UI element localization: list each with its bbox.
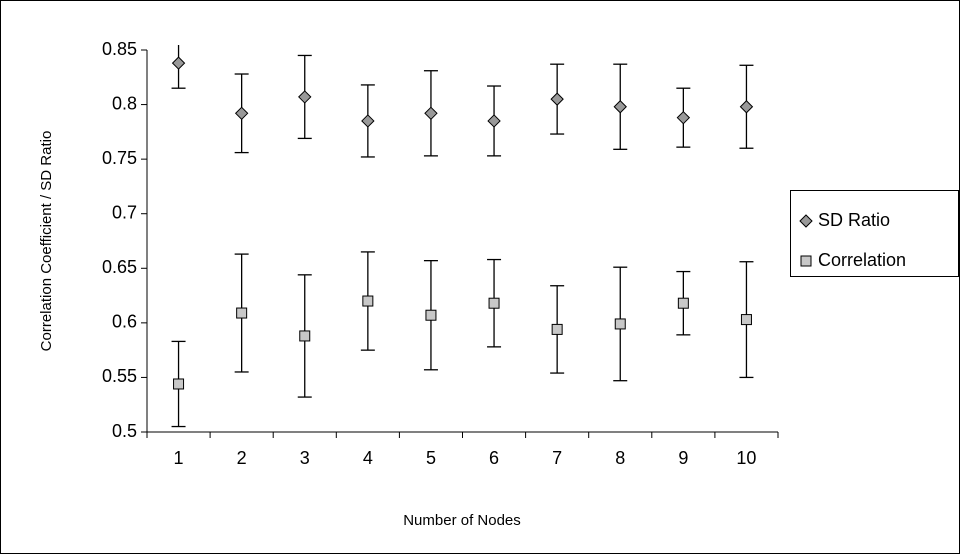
square-marker [425, 309, 437, 321]
x-tick-label: 9 [678, 448, 688, 468]
square-marker [236, 307, 248, 319]
square-marker [488, 297, 500, 309]
diamond-marker [361, 114, 375, 128]
x-tick-label: 5 [426, 448, 436, 468]
diamond-marker [234, 106, 249, 121]
diamond-marker [298, 90, 312, 104]
x-axis-label: Number of Nodes [403, 512, 521, 529]
legend-label: Correlation [818, 250, 906, 270]
square-marker [299, 330, 311, 342]
square-marker [740, 314, 752, 326]
x-tick-label: 4 [363, 448, 373, 468]
legend-marker [799, 214, 813, 228]
diamond-marker [739, 100, 754, 114]
x-tick-label: 10 [736, 448, 756, 468]
square-marker [677, 297, 689, 309]
legend-marker [800, 255, 812, 267]
y-tick-label: 0.55 [102, 366, 137, 386]
x-tick-label: 2 [237, 448, 247, 468]
diamond-marker [487, 114, 501, 128]
diamond-marker [171, 56, 186, 70]
square-marker [173, 378, 185, 390]
y-tick-label: 0.5 [112, 421, 137, 441]
y-tick-label: 0.65 [102, 257, 137, 277]
diamond-marker [550, 92, 564, 106]
square-marker [614, 318, 626, 330]
y-tick-label: 0.7 [112, 202, 137, 222]
x-tick-label: 7 [552, 448, 562, 468]
square-marker [551, 323, 563, 335]
diamond-marker [613, 100, 627, 114]
legend-label: SD Ratio [818, 210, 890, 230]
y-tick-label: 0.75 [102, 148, 137, 168]
x-tick-label: 8 [615, 448, 625, 468]
x-tick-label: 3 [300, 448, 310, 468]
plot [171, 45, 754, 428]
x-tick-label: 6 [489, 448, 499, 468]
x-tick-label: 1 [174, 448, 184, 468]
y-tick-label: 0.8 [112, 93, 137, 113]
diamond-marker [424, 106, 438, 121]
y-tick-label: 0.85 [102, 39, 137, 59]
legend: SD Ratio Correlation [799, 210, 906, 270]
legend-box [790, 190, 959, 277]
y-axis-label: Correlation Coefficient / SD Ratio [38, 131, 55, 352]
square-marker [362, 295, 374, 307]
diamond-marker [676, 110, 691, 125]
y-tick-label: 0.6 [112, 312, 137, 332]
